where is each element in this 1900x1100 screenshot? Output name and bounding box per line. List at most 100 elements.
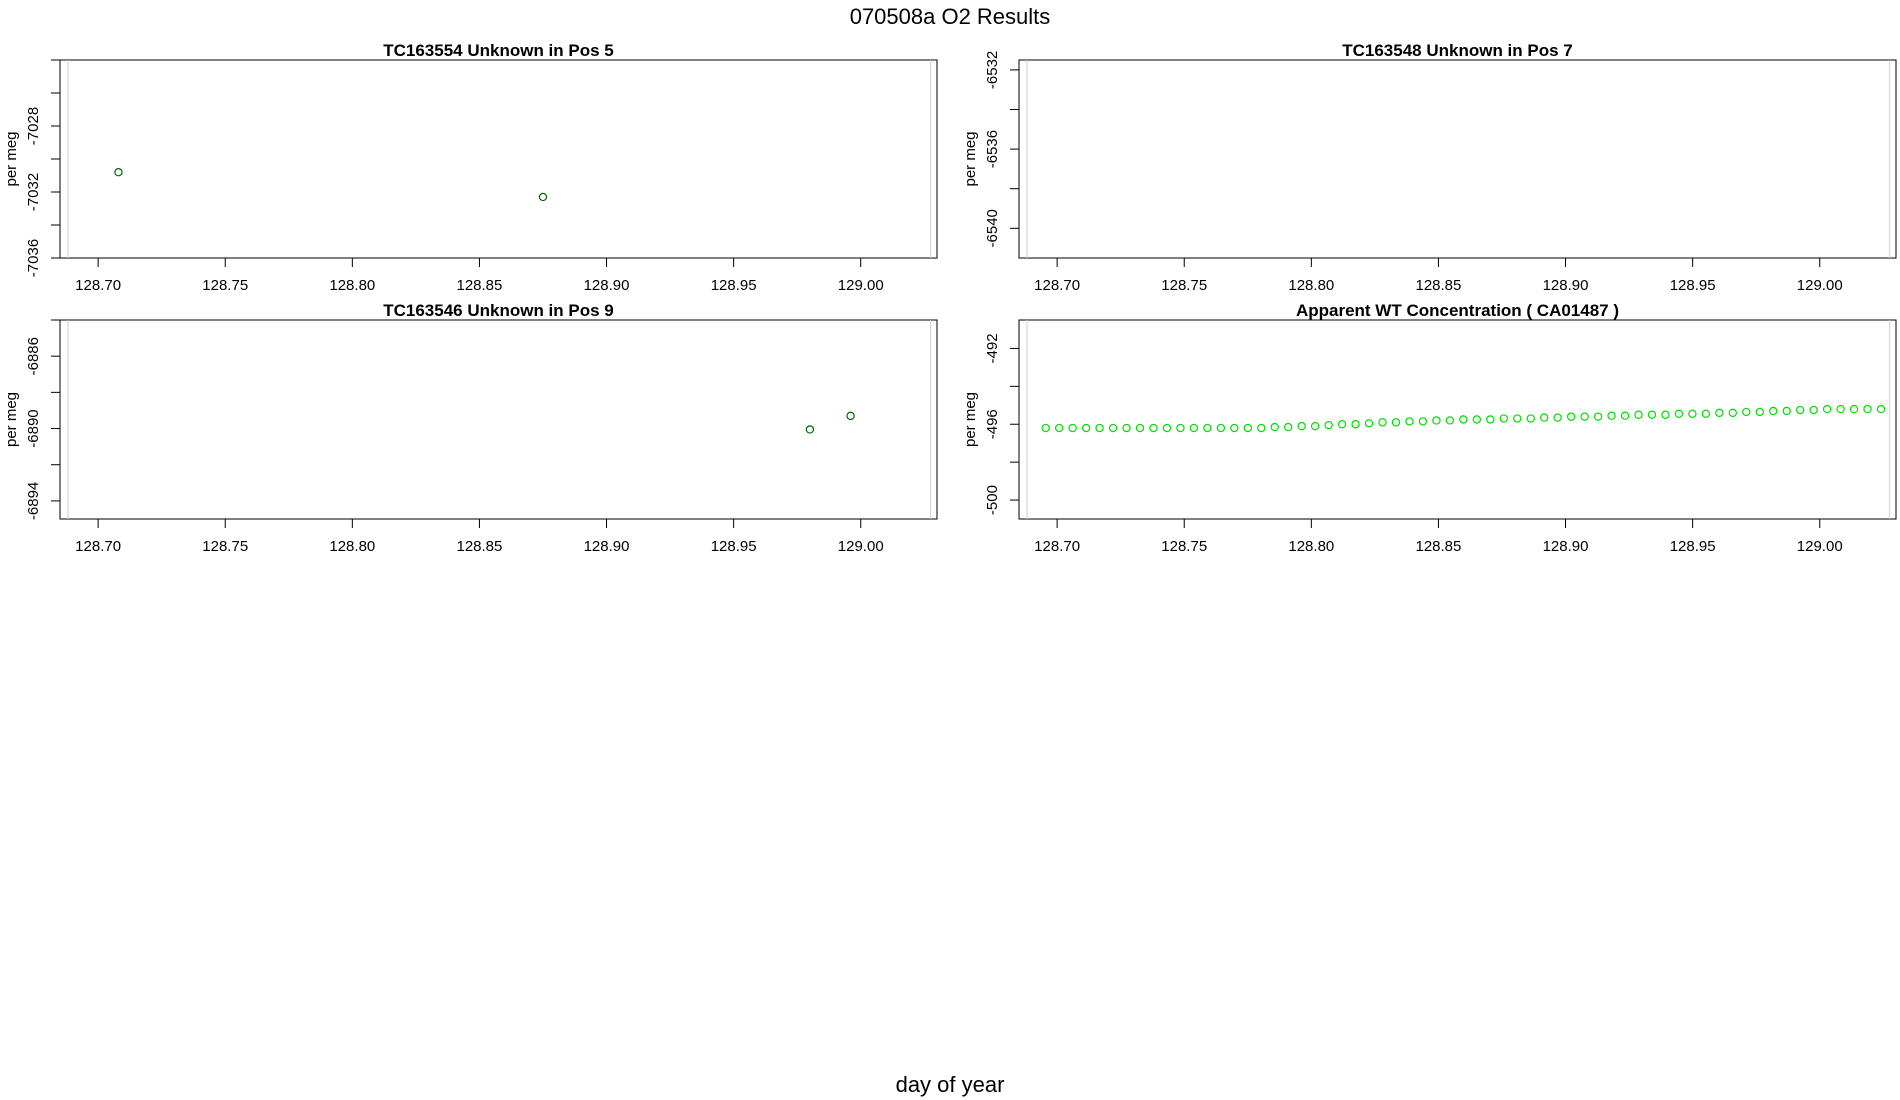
data-point: [1755, 407, 1764, 417]
y-tick-label: -7032: [25, 173, 42, 211]
plot-frame: [59, 59, 938, 259]
data-point: [1270, 422, 1279, 432]
y-tick-label: -6536: [984, 130, 1001, 168]
data-point: [1391, 418, 1401, 427]
figure-title: 070508a O2 Results: [850, 4, 1051, 29]
y-tick-label: -6894: [25, 482, 42, 520]
data-point: [538, 192, 548, 202]
data-point: [1364, 419, 1374, 428]
data-point: [1162, 423, 1172, 433]
data-point: [1647, 410, 1657, 419]
data-point: [1189, 423, 1199, 433]
data-point: [1122, 423, 1131, 433]
data-point: [1108, 423, 1118, 433]
y-axis-label: per meg: [3, 392, 20, 447]
x-tick-label: 128.70: [75, 277, 121, 294]
x-tick-label: 128.75: [1161, 538, 1207, 555]
y-tick-label: -492: [984, 333, 1001, 363]
y-tick-label: -500: [984, 485, 1001, 515]
data-point: [1149, 423, 1158, 433]
x-tick-label: 128.95: [711, 538, 757, 555]
data-point: [1688, 409, 1697, 419]
data-point: [1499, 414, 1508, 423]
data-point: [1769, 406, 1778, 416]
y-tick-label: -6886: [25, 337, 42, 375]
panel-title: TC163548 Unknown in Pos 7: [1342, 41, 1573, 60]
plot-frame: [1018, 319, 1897, 520]
data-point: [1795, 405, 1805, 415]
data-point: [1337, 420, 1347, 429]
data-point: [1674, 409, 1684, 419]
data-point: [1782, 406, 1791, 416]
data-point: [1526, 414, 1535, 423]
x-tick-label: 128.85: [456, 538, 502, 555]
y-tick-label: -6532: [984, 51, 1001, 89]
data-point: [1405, 417, 1414, 426]
data-point: [1432, 416, 1441, 425]
x-tick-label: 128.90: [584, 538, 630, 555]
x-tick-label: 128.95: [1670, 538, 1716, 555]
x-tick-label: 128.90: [1543, 538, 1589, 555]
data-point: [1284, 422, 1293, 432]
data-point: [1809, 405, 1818, 415]
data-point: [1418, 417, 1428, 426]
data-point: [1836, 404, 1845, 414]
y-tick-label: -7028: [25, 107, 42, 145]
data-point: [1445, 416, 1455, 425]
data-point: [1513, 414, 1522, 423]
y-axis-label: per meg: [3, 131, 20, 186]
panel-title: TC163546 Unknown in Pos 9: [383, 301, 614, 320]
data-point: [1593, 412, 1603, 421]
x-tick-label: 128.80: [329, 538, 375, 555]
x-tick-label: 128.70: [1034, 538, 1080, 555]
data-point: [1135, 423, 1145, 433]
data-point: [1243, 423, 1252, 433]
x-tick-label: 128.85: [1415, 277, 1461, 294]
data-point: [1203, 423, 1212, 433]
y-tick-label: -6540: [984, 209, 1001, 247]
x-tick-label: 128.85: [456, 277, 502, 294]
x-tick-label: 128.95: [711, 277, 757, 294]
data-point: [1257, 423, 1266, 433]
data-point: [1580, 412, 1589, 421]
data-point: [1310, 421, 1320, 431]
data-point: [1095, 423, 1104, 433]
panel-4: Apparent WT Concentration ( CA01487 ) 128…: [962, 301, 1897, 555]
data-point: [1041, 423, 1050, 433]
data-point: [1742, 407, 1751, 417]
plot-frame: [1018, 59, 1897, 259]
x-tick-label: 129.00: [1797, 277, 1843, 294]
data-point: [1054, 423, 1064, 433]
data-point: [1566, 412, 1576, 421]
data-point: [1378, 418, 1387, 427]
y-axis-label: per meg: [962, 392, 979, 447]
data-point: [1715, 408, 1724, 418]
data-point: [1634, 410, 1643, 419]
x-tick-label: 129.00: [838, 538, 884, 555]
data-point: [1230, 423, 1239, 433]
y-tick-label: -6890: [25, 409, 42, 447]
panel-2: TC163548 Unknown in Pos 7 128.70 128.75 128…: [962, 41, 1897, 294]
x-tick-label: 128.75: [1161, 277, 1207, 294]
data-point: [1863, 404, 1872, 414]
data-point: [805, 425, 815, 434]
x-tick-label: 128.95: [1670, 277, 1716, 294]
y-axis-label: per meg: [962, 131, 979, 186]
data-point: [1472, 415, 1482, 424]
data-point: [1081, 423, 1091, 433]
x-tick-label: 128.80: [1288, 277, 1334, 294]
data-point: [1068, 423, 1077, 433]
y-tick-label: -7036: [25, 239, 42, 277]
x-tick-label: 128.75: [202, 538, 248, 555]
x-tick-label: 128.85: [1415, 538, 1461, 555]
data-point: [846, 411, 855, 421]
data-point: [1701, 409, 1711, 419]
panel-title: TC163554 Unknown in Pos 5: [383, 41, 614, 60]
x-tick-label: 128.90: [1543, 277, 1589, 294]
data-point: [1553, 413, 1562, 422]
data-point: [1539, 413, 1549, 422]
x-tick-label: 128.70: [1034, 277, 1080, 294]
data-point: [1607, 411, 1616, 420]
panel-title: Apparent WT Concentration ( CA01487 ): [1296, 301, 1619, 320]
data-point: [1661, 410, 1670, 419]
